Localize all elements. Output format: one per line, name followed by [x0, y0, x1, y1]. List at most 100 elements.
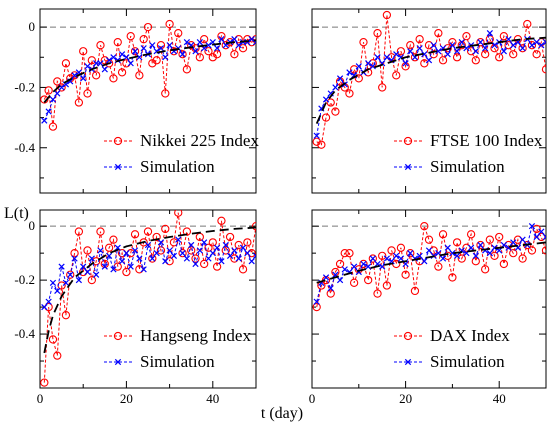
index-series-line: [316, 14, 546, 146]
simulation-data-point: [528, 223, 536, 230]
simulation-data-point: [336, 75, 344, 82]
simulation-data-point: [355, 63, 362, 70]
simulation-data-point: [41, 303, 48, 311]
simulation-data-point: [374, 54, 381, 61]
index-data-point: [378, 251, 387, 260]
simulation-data-point: [54, 90, 61, 97]
index-data-point: [53, 351, 62, 360]
index-data-point: [382, 10, 392, 20]
y-tick-label: -0.2: [14, 272, 35, 287]
legend-marker: [113, 136, 123, 146]
index-data-point: [443, 44, 452, 53]
legend: Nikkei 225 Index Simulation: [104, 131, 259, 176]
simulation-data-point: [93, 271, 100, 278]
index-data-point: [100, 259, 109, 269]
legend-label: FTSE 100 Index: [430, 131, 543, 150]
legend-marker: [404, 358, 412, 366]
index-data-point: [457, 254, 466, 263]
simulation-data-point: [170, 252, 178, 259]
simulation-data-point: [101, 263, 108, 270]
simulation-data-point: [388, 258, 395, 265]
index-data-point: [518, 254, 527, 263]
index-data-point: [410, 53, 420, 62]
index-data-point: [420, 59, 429, 68]
simulation-data-point: [533, 233, 540, 241]
index-data-point: [113, 38, 122, 47]
simulation-data-point: [449, 42, 456, 49]
index-data-point: [117, 68, 127, 77]
index-data-point: [178, 50, 187, 59]
index-data-point: [434, 262, 443, 271]
simulation-data-point: [505, 36, 512, 43]
index-data-point: [83, 246, 92, 255]
index-data-point: [401, 270, 410, 279]
simulation-data-point: [472, 48, 479, 55]
index-data-point: [368, 254, 377, 263]
index-data-point: [518, 44, 527, 53]
legend: Hangseng Index Simulation: [104, 326, 251, 371]
shared-x-axis-label: t (day): [261, 405, 303, 422]
legend-marker: [404, 163, 412, 171]
simulation-data-point: [222, 241, 229, 249]
simulation-data-point: [383, 54, 391, 61]
simulation-data-point: [205, 255, 212, 262]
index-data-point: [143, 22, 153, 32]
simulation-data-point: [407, 250, 414, 257]
simulation-data-point: [402, 60, 409, 67]
legend-marker: [403, 331, 413, 341]
index-data-point: [191, 254, 200, 263]
simulation-data-point: [58, 263, 65, 270]
index-data-point: [504, 240, 513, 250]
simulation-data-point: [383, 255, 391, 262]
index-data-point: [532, 50, 541, 59]
index-data-point: [143, 227, 153, 236]
index-data-point: [53, 77, 62, 86]
index-series-line: [316, 226, 546, 308]
index-data-point: [537, 232, 546, 242]
simulation-data-point: [519, 45, 526, 52]
simulation-data-point: [453, 48, 461, 55]
index-data-point: [326, 289, 335, 298]
index-data-point: [187, 246, 196, 255]
simulation-data-point: [67, 271, 74, 278]
index-data-point: [169, 238, 179, 247]
simulation-data-point: [157, 239, 165, 246]
index-data-point: [499, 259, 509, 269]
index-data-point: [462, 31, 471, 41]
index-data-point: [410, 286, 420, 296]
index-data-point: [392, 71, 401, 80]
data-layer: [40, 210, 256, 387]
index-data-point: [221, 246, 230, 255]
simulation-data-point: [118, 258, 126, 265]
fit-curve: [43, 39, 256, 104]
legend-marker: [114, 163, 122, 171]
index-data-point: [40, 378, 49, 387]
index-data-point: [104, 243, 114, 252]
index-data-point: [243, 238, 252, 247]
simulation-data-point: [49, 279, 57, 286]
simulation-data-point: [196, 247, 203, 254]
simulation-data-point: [528, 42, 536, 49]
simulation-data-point: [196, 39, 203, 46]
plot-frame: [39, 8, 257, 194]
simulation-data-point: [467, 244, 475, 251]
simulation-data-point: [510, 239, 517, 246]
index-data-point: [126, 31, 135, 41]
index-data-point: [200, 35, 209, 44]
legend-marker: [403, 136, 413, 146]
index-data-point: [452, 238, 462, 247]
simulation-data-point: [500, 48, 508, 55]
simulation-data-point: [444, 244, 451, 251]
simulation-data-point: [105, 57, 113, 64]
simulation-data-point: [425, 57, 433, 64]
simulation-data-point: [166, 247, 173, 254]
simulation-data-point: [144, 241, 152, 249]
simulation-data-point: [45, 298, 52, 305]
simulation-data-point: [192, 260, 199, 268]
index-data-point: [359, 259, 368, 269]
index-data-point: [156, 246, 166, 255]
index-data-point: [523, 19, 532, 29]
index-data-point: [485, 235, 494, 244]
index-data-point: [238, 44, 248, 53]
index-data-point: [61, 311, 71, 320]
